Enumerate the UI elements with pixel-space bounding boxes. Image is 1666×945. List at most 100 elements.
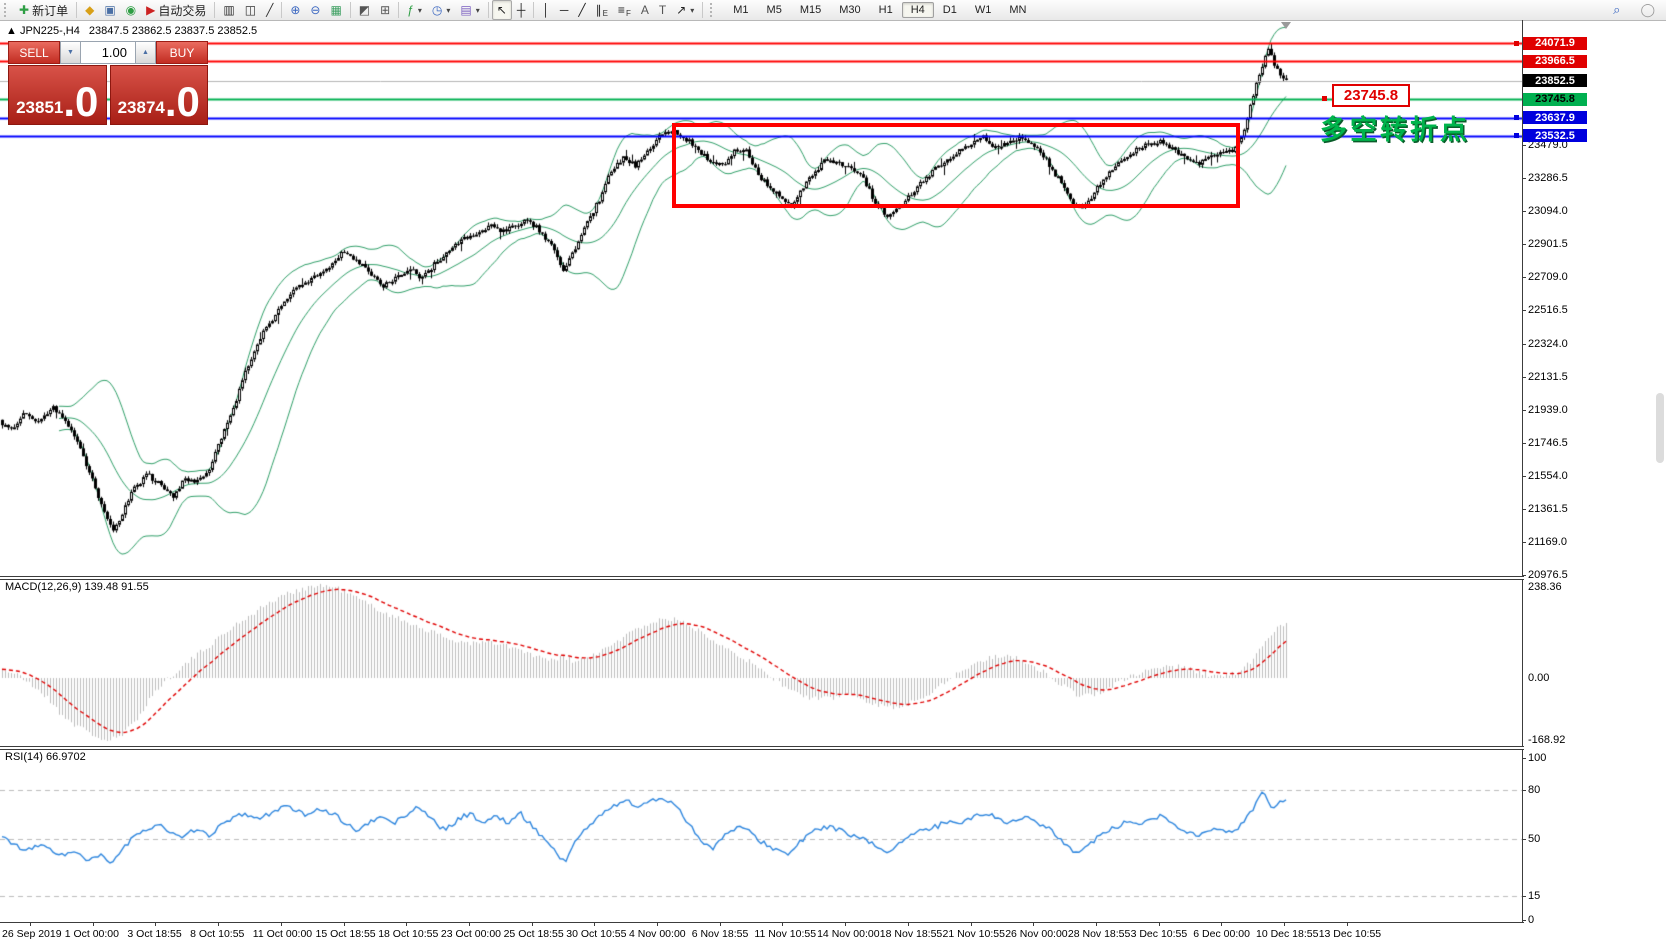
arrows-button[interactable]: ↗ ▾ xyxy=(671,0,699,20)
price-tick-label: 22709.0 xyxy=(1528,271,1568,284)
community-button[interactable]: ◯ xyxy=(1635,0,1660,20)
line-endpoint-handle[interactable] xyxy=(1514,133,1519,139)
volume-input[interactable]: 1.00 xyxy=(81,41,135,64)
timeframe-w1-button[interactable]: W1 xyxy=(974,4,992,16)
strategy-tester-button[interactable]: ◩ xyxy=(354,0,375,20)
dropdown-arrow-icon[interactable]: ▾ xyxy=(446,5,451,15)
line-endpoint-handle[interactable] xyxy=(1514,40,1519,46)
sell-price-box[interactable]: 23851 .0 xyxy=(8,65,107,125)
consolidation-range-box[interactable] xyxy=(672,122,1240,208)
vertical-scrollbar-thumb[interactable] xyxy=(1656,393,1664,463)
rsi-axis-label: 50 xyxy=(1528,833,1541,845)
main-chart-canvas[interactable] xyxy=(0,20,1522,577)
chart-shift-marker[interactable] xyxy=(1281,22,1291,29)
price-tick-mark xyxy=(1522,575,1526,577)
volume-decrease-button[interactable]: ▼ xyxy=(60,41,81,64)
new-chart-button[interactable]: ⊞ xyxy=(375,0,395,20)
timeframe-m1-button[interactable]: M1 xyxy=(733,4,749,16)
tester-icon: ◩ xyxy=(358,3,371,17)
time-axis-label: 8 Oct 10:55 xyxy=(190,928,245,940)
signal-icon: ◉ xyxy=(125,3,137,17)
timeframe-m15-button[interactable]: M15 xyxy=(799,4,822,16)
candlestick-chart-button[interactable]: ◫ xyxy=(240,0,261,20)
rsi-separator[interactable] xyxy=(0,746,1524,750)
text-button[interactable]: A xyxy=(636,0,654,20)
line-endpoint-handle[interactable] xyxy=(1514,115,1519,121)
equidistant-channel-button[interactable]: ∥ E xyxy=(591,0,613,20)
toolbar-grip[interactable] xyxy=(710,3,717,17)
dropdown-arrow-icon[interactable]: ▾ xyxy=(475,5,480,15)
zoom-out-button[interactable]: ⊖ xyxy=(305,0,325,20)
timeframe-mn-button[interactable]: MN xyxy=(1009,4,1027,16)
price-tick-label: 22324.0 xyxy=(1528,337,1568,350)
timeframe-d1-button[interactable]: D1 xyxy=(942,4,957,16)
bar-chart-button[interactable]: ▥ xyxy=(218,0,239,20)
price-callout-label[interactable]: 23745.8 xyxy=(1332,84,1410,107)
macd-canvas[interactable] xyxy=(0,579,1522,745)
price-tick-label: 21169.0 xyxy=(1528,536,1567,548)
horizontal-line-button[interactable]: ─ xyxy=(555,0,574,20)
toolbar-grip[interactable] xyxy=(4,3,11,17)
dropdown-arrow-icon[interactable]: ▾ xyxy=(417,5,422,15)
timeframe-h4-button[interactable]: H4 xyxy=(901,2,934,18)
volume-increase-button[interactable]: ▲ xyxy=(135,41,156,64)
new-order-button[interactable]: ✚ 新订单 xyxy=(14,0,73,20)
dropdown-arrow-icon[interactable]: ▾ xyxy=(690,5,695,15)
timeframe-h1-button[interactable]: H1 xyxy=(878,4,893,16)
market-watch-button[interactable]: ▣ xyxy=(99,0,120,20)
time-axis-tick xyxy=(594,922,596,926)
time-axis-label: 28 Nov 18:55 xyxy=(1067,928,1131,940)
tile-windows-button[interactable]: ▦ xyxy=(325,0,346,20)
rsi-axis-label: 100 xyxy=(1528,752,1547,764)
chart-symbol-timeframe: ▲ JPN225-,H4 xyxy=(6,25,80,37)
periods-button[interactable]: ◷ ▾ xyxy=(427,0,456,20)
crosshair-button[interactable]: ┼ xyxy=(512,0,531,20)
price-tick-mark xyxy=(1522,211,1526,213)
rsi-canvas[interactable] xyxy=(0,749,1522,921)
fibonacci-icon: ≡ xyxy=(617,3,625,17)
sell-button[interactable]: SELL xyxy=(8,41,60,64)
indicators-button[interactable]: ƒ ▾ xyxy=(402,0,427,20)
time-axis-label: 1 Oct 00:00 xyxy=(64,928,119,940)
signals-button[interactable]: ◉ xyxy=(121,0,141,20)
line-chart-button[interactable]: ╱ xyxy=(261,0,278,20)
cursor-icon: ↖ xyxy=(496,3,507,17)
search-button[interactable]: ⌕ xyxy=(1608,0,1625,20)
price-tick-label: 23094.0 xyxy=(1528,205,1568,218)
rsi-axis-tick xyxy=(1522,895,1526,897)
price-tick-mark xyxy=(1522,277,1526,279)
auto-trading-button[interactable]: ▶ 自动交易 xyxy=(141,0,211,20)
turning-point-annotation[interactable]: 多空转折点 xyxy=(1320,115,1470,145)
time-axis-label: 6 Dec 00:00 xyxy=(1193,928,1250,940)
styler-button[interactable]: ◆ xyxy=(80,0,99,20)
trendline-button[interactable]: ╱ xyxy=(573,0,590,20)
price-tick-label: 23286.5 xyxy=(1528,172,1568,185)
tile-windows-icon: ▦ xyxy=(330,3,342,17)
price-tick-mark xyxy=(1522,442,1526,444)
vertical-line-button[interactable]: │ xyxy=(537,0,555,20)
buy-price-box[interactable]: 23874 .0 xyxy=(109,65,208,126)
timeframe-m5-button[interactable]: M5 xyxy=(766,4,782,16)
fibonacci-button[interactable]: ≡ F xyxy=(613,0,636,20)
price-line-badge: 23966.5 xyxy=(1523,54,1587,68)
macd-separator[interactable] xyxy=(0,576,1524,580)
cursor-button[interactable]: ↖ xyxy=(491,0,512,20)
price-tick-mark xyxy=(1522,409,1526,411)
auto-trading-button-label: 自动交易 xyxy=(158,3,207,18)
rsi-axis-tick xyxy=(1522,790,1526,792)
channel-icon: ∥ xyxy=(595,3,602,17)
horizontal-line-icon: ─ xyxy=(559,3,569,17)
text-label-button[interactable]: T xyxy=(654,0,671,20)
price-tick-mark xyxy=(1522,244,1526,246)
callout-anchor-handle[interactable] xyxy=(1322,96,1327,101)
line-chart-icon: ╱ xyxy=(266,3,274,17)
buy-button[interactable]: BUY xyxy=(156,41,208,64)
timeframe-list: M1 M5 M15 M30 H1 H4 D1 W1 MN xyxy=(724,2,1035,18)
zoom-in-button[interactable]: ⊕ xyxy=(285,0,305,20)
toolbar-separator xyxy=(349,2,351,18)
templates-button[interactable]: ▤ ▾ xyxy=(455,0,484,20)
chat-bubbles-icon: ◯ xyxy=(1640,2,1655,17)
buy-price-pip: .0 xyxy=(164,78,200,126)
timeframe-m30-button[interactable]: M30 xyxy=(839,4,861,16)
